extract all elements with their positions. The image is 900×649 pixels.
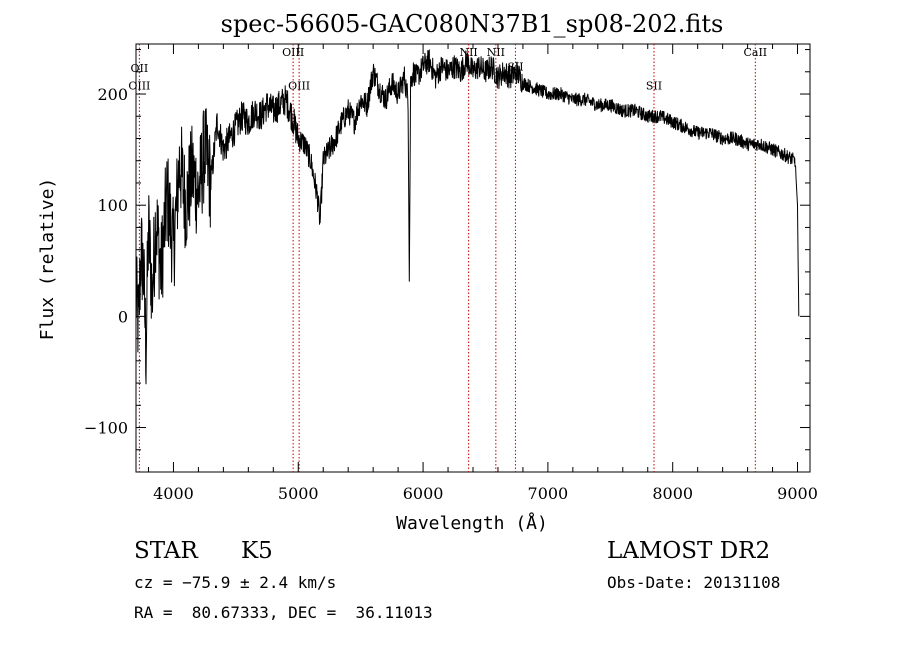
- x-tick-label: 5000: [278, 484, 319, 503]
- line-label-nii: NII: [487, 46, 505, 59]
- line-label-oii: OII: [131, 62, 149, 75]
- line-label-oiii: OIII: [128, 80, 150, 93]
- survey-name: LAMOST DR2: [607, 538, 771, 564]
- line-label-oiii: OIII: [282, 46, 304, 59]
- line-label-sii: SII: [646, 80, 662, 93]
- y-tick-label: 100: [97, 196, 128, 215]
- chart-title: spec-56605-GAC080N37B1_sp08-202.fits: [221, 10, 724, 38]
- y-axis: −100 0 100 200: [84, 49, 810, 451]
- line-label-sii: SII: [507, 61, 523, 74]
- observation-date: Obs-Date: 20131108: [607, 573, 781, 592]
- y-tick-label: 200: [97, 85, 128, 104]
- y-tick-label: 0: [118, 307, 128, 326]
- x-tick-label: 7000: [528, 484, 569, 503]
- line-label-caii: CaII: [743, 46, 767, 59]
- x-axis-label: Wavelength (Å): [396, 512, 548, 534]
- spectrum-line: [135, 49, 800, 385]
- plot-border: [135, 43, 811, 473]
- x-axis: 4000 5000 6000 7000 8000 9000: [147, 44, 818, 503]
- y-axis-label: Flux (relative): [37, 178, 58, 341]
- line-label-oiii: OIII: [288, 80, 310, 93]
- emission-line-markers: [138, 44, 756, 472]
- line-label-nii: NII: [459, 46, 477, 59]
- spectrum-series: [135, 49, 800, 385]
- plot-frame: [135, 43, 811, 473]
- x-tick-label: 6000: [403, 484, 444, 503]
- x-tick-label: 8000: [652, 484, 693, 503]
- redshift-cz: cz = −75.9 ± 2.4 km/s: [134, 573, 337, 592]
- ra-dec-coordinates: RA = 80.67333, DEC = 36.11013: [134, 603, 433, 622]
- object-subclass: K5: [241, 538, 273, 564]
- x-tick-label: 4000: [153, 484, 194, 503]
- object-class: STAR: [134, 538, 198, 564]
- y-tick-label: −100: [84, 419, 128, 438]
- x-tick-label: 9000: [777, 484, 818, 503]
